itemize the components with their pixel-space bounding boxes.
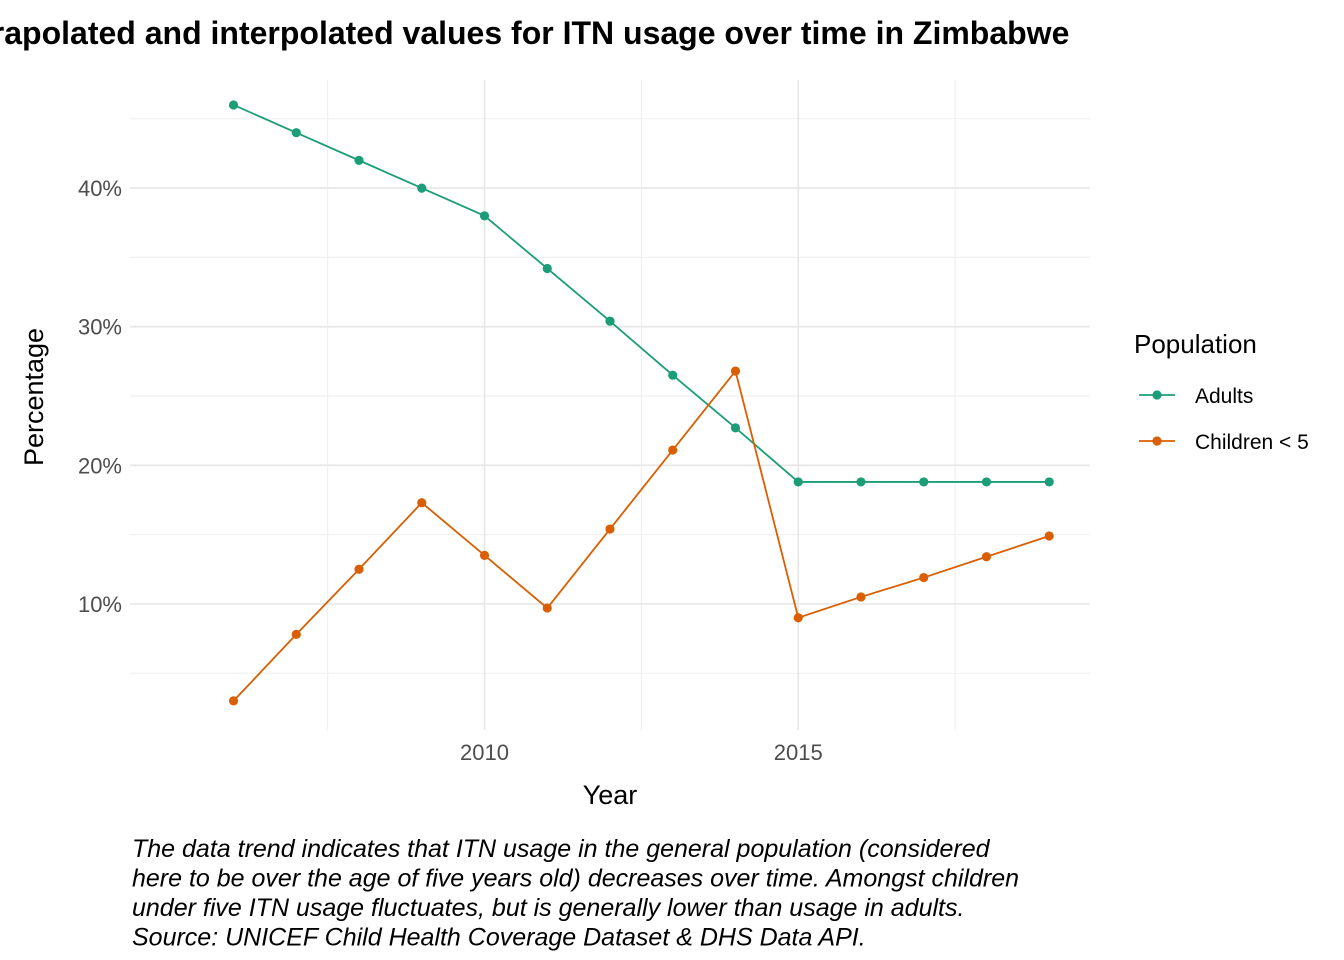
data-point bbox=[291, 128, 301, 138]
series-line bbox=[233, 104, 1050, 483]
data-point bbox=[417, 183, 427, 193]
caption: The data trend indicates that ITN usage … bbox=[132, 835, 1019, 952]
x-axis-title: Year bbox=[583, 780, 638, 810]
data-point bbox=[605, 316, 615, 326]
caption-line: The data trend indicates that ITN usage … bbox=[132, 835, 991, 863]
legend-title: Population bbox=[1134, 329, 1257, 359]
caption-line: Source: UNICEF Child Health Coverage Dat… bbox=[132, 924, 866, 952]
chart-title: Extrapolated and interpolated values for… bbox=[0, 15, 1069, 51]
caption-line: here to be over the age of five years ol… bbox=[132, 865, 1019, 893]
x-tick-label: 2015 bbox=[774, 740, 823, 765]
legend-label: Children < 5 bbox=[1195, 431, 1309, 454]
series-line bbox=[232, 369, 1050, 702]
data-point bbox=[856, 592, 866, 602]
legend-key-point bbox=[1152, 436, 1162, 446]
data-point bbox=[793, 613, 803, 623]
data-point bbox=[228, 696, 239, 706]
y-axis-ticks: 10% 20% 30% 40% bbox=[78, 176, 122, 617]
y-axis-title: Percentage bbox=[19, 328, 49, 466]
data-point bbox=[668, 445, 678, 455]
data-point bbox=[354, 564, 364, 574]
data-point bbox=[668, 370, 678, 380]
y-tick-label: 10% bbox=[78, 592, 122, 617]
data-point bbox=[479, 550, 490, 560]
series-layer bbox=[228, 100, 1054, 706]
grid-lines bbox=[130, 80, 1090, 730]
y-tick-label: 20% bbox=[78, 453, 122, 478]
legend-key-point bbox=[1152, 390, 1162, 400]
data-point bbox=[856, 477, 866, 487]
data-point bbox=[479, 211, 490, 221]
data-point bbox=[981, 552, 992, 562]
data-point bbox=[417, 498, 427, 508]
data-point bbox=[1044, 477, 1054, 487]
data-point bbox=[730, 423, 741, 433]
data-point bbox=[605, 524, 615, 534]
data-point bbox=[793, 477, 803, 487]
data-point bbox=[981, 477, 992, 487]
data-point bbox=[354, 155, 364, 165]
x-tick-label: 2010 bbox=[460, 740, 509, 765]
x-axis-ticks: 2010 2015 bbox=[460, 740, 823, 765]
caption-line: under five ITN usage fluctuates, but is … bbox=[132, 894, 964, 922]
y-tick-label: 40% bbox=[78, 176, 122, 201]
legend: Population Adults Children < 5 bbox=[1134, 329, 1309, 454]
data-point bbox=[919, 572, 929, 583]
data-point bbox=[919, 477, 929, 487]
data-point bbox=[1044, 531, 1054, 541]
y-tick-label: 30% bbox=[78, 315, 122, 340]
data-point bbox=[542, 603, 552, 613]
data-point bbox=[291, 629, 301, 639]
data-point bbox=[730, 366, 741, 376]
data-point bbox=[542, 263, 552, 274]
legend-label: Adults bbox=[1195, 385, 1253, 408]
data-point bbox=[228, 100, 239, 110]
